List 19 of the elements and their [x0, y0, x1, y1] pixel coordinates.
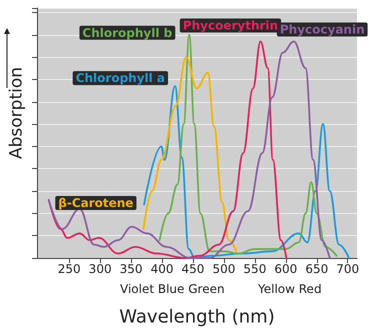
text: Violet Blue Green [120, 282, 225, 296]
x-tick-label: 650 [305, 262, 328, 276]
series-label: Chlorophyll a [76, 71, 166, 86]
x-tick-label: 700 [336, 262, 360, 276]
x-tick-label: 250 [58, 262, 81, 276]
x-tick-label: 600 [274, 262, 298, 276]
x-tick-label: 500 [212, 262, 236, 276]
series-label: Phycoerythrin [182, 18, 278, 32]
series-label: Chlorophyll b [82, 26, 173, 40]
text: Yellow Red [257, 282, 322, 296]
x-tick-label: 300 [88, 262, 112, 276]
y-axis-title: Absorption [6, 66, 26, 160]
x-tick-label: 450 [182, 262, 204, 276]
series-label: Phycocyanin [280, 22, 365, 36]
x-axis-title: Wavelength (nm) [119, 306, 275, 328]
x-tick-label: 400 [150, 262, 174, 276]
x-tick-label: 350 [120, 262, 143, 276]
series-label: β-Carotene [58, 196, 134, 210]
x-tick-label: 550 [243, 262, 266, 276]
